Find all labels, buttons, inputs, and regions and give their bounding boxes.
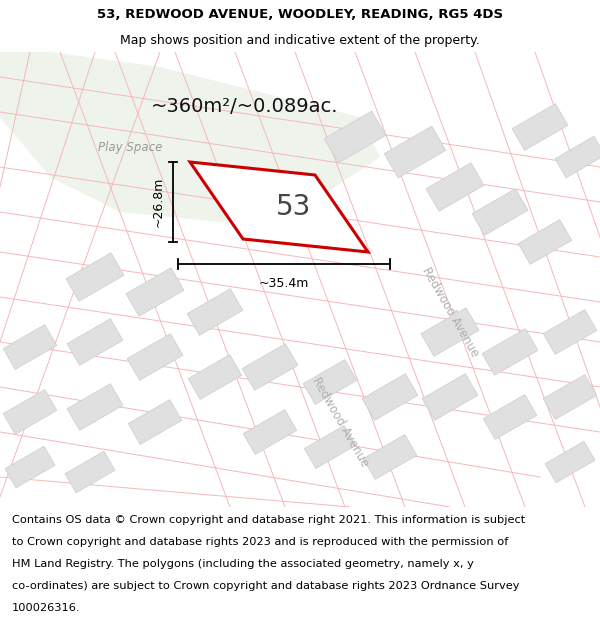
Text: Redwood Avenue: Redwood Avenue: [419, 265, 481, 359]
Polygon shape: [187, 289, 243, 336]
Polygon shape: [512, 104, 568, 151]
Polygon shape: [362, 374, 418, 421]
Text: Redwood Avenue: Redwood Avenue: [309, 375, 371, 469]
Polygon shape: [5, 446, 55, 488]
Polygon shape: [3, 389, 57, 434]
Polygon shape: [126, 268, 184, 316]
Polygon shape: [66, 253, 124, 301]
Polygon shape: [426, 162, 484, 211]
Polygon shape: [324, 111, 386, 163]
Polygon shape: [518, 219, 572, 264]
Text: 53, REDWOOD AVENUE, WOODLEY, READING, RG5 4DS: 53, REDWOOD AVENUE, WOODLEY, READING, RG…: [97, 8, 503, 21]
Polygon shape: [384, 126, 446, 178]
Polygon shape: [188, 354, 242, 399]
Text: co-ordinates) are subject to Crown copyright and database rights 2023 Ordnance S: co-ordinates) are subject to Crown copyr…: [12, 581, 520, 591]
Text: Contains OS data © Crown copyright and database right 2021. This information is : Contains OS data © Crown copyright and d…: [12, 515, 525, 525]
Polygon shape: [243, 409, 297, 454]
Polygon shape: [363, 434, 417, 479]
Polygon shape: [545, 441, 595, 483]
Text: ~360m²/~0.089ac.: ~360m²/~0.089ac.: [151, 98, 339, 116]
Text: Play Space: Play Space: [98, 141, 162, 154]
Polygon shape: [555, 136, 600, 178]
Text: to Crown copyright and database rights 2023 and is reproduced with the permissio: to Crown copyright and database rights 2…: [12, 537, 508, 547]
Text: 100026316.: 100026316.: [12, 602, 80, 612]
Polygon shape: [67, 384, 123, 431]
Polygon shape: [127, 334, 183, 381]
Polygon shape: [128, 399, 182, 444]
Polygon shape: [543, 309, 597, 354]
Polygon shape: [3, 324, 57, 369]
Polygon shape: [190, 162, 368, 252]
Text: HM Land Registry. The polygons (including the associated geometry, namely x, y: HM Land Registry. The polygons (includin…: [12, 559, 474, 569]
Polygon shape: [543, 374, 597, 419]
Polygon shape: [304, 426, 356, 469]
Polygon shape: [65, 451, 115, 493]
Polygon shape: [242, 344, 298, 391]
Polygon shape: [482, 329, 538, 376]
Text: ~26.8m: ~26.8m: [152, 177, 165, 227]
Polygon shape: [472, 189, 528, 236]
Polygon shape: [421, 308, 479, 356]
Polygon shape: [67, 319, 123, 366]
Text: Map shows position and indicative extent of the property.: Map shows position and indicative extent…: [120, 34, 480, 47]
Polygon shape: [303, 359, 357, 404]
Polygon shape: [422, 374, 478, 421]
Polygon shape: [483, 394, 537, 439]
Polygon shape: [0, 52, 380, 222]
Text: ~35.4m: ~35.4m: [259, 277, 309, 290]
Text: 53: 53: [277, 193, 311, 221]
